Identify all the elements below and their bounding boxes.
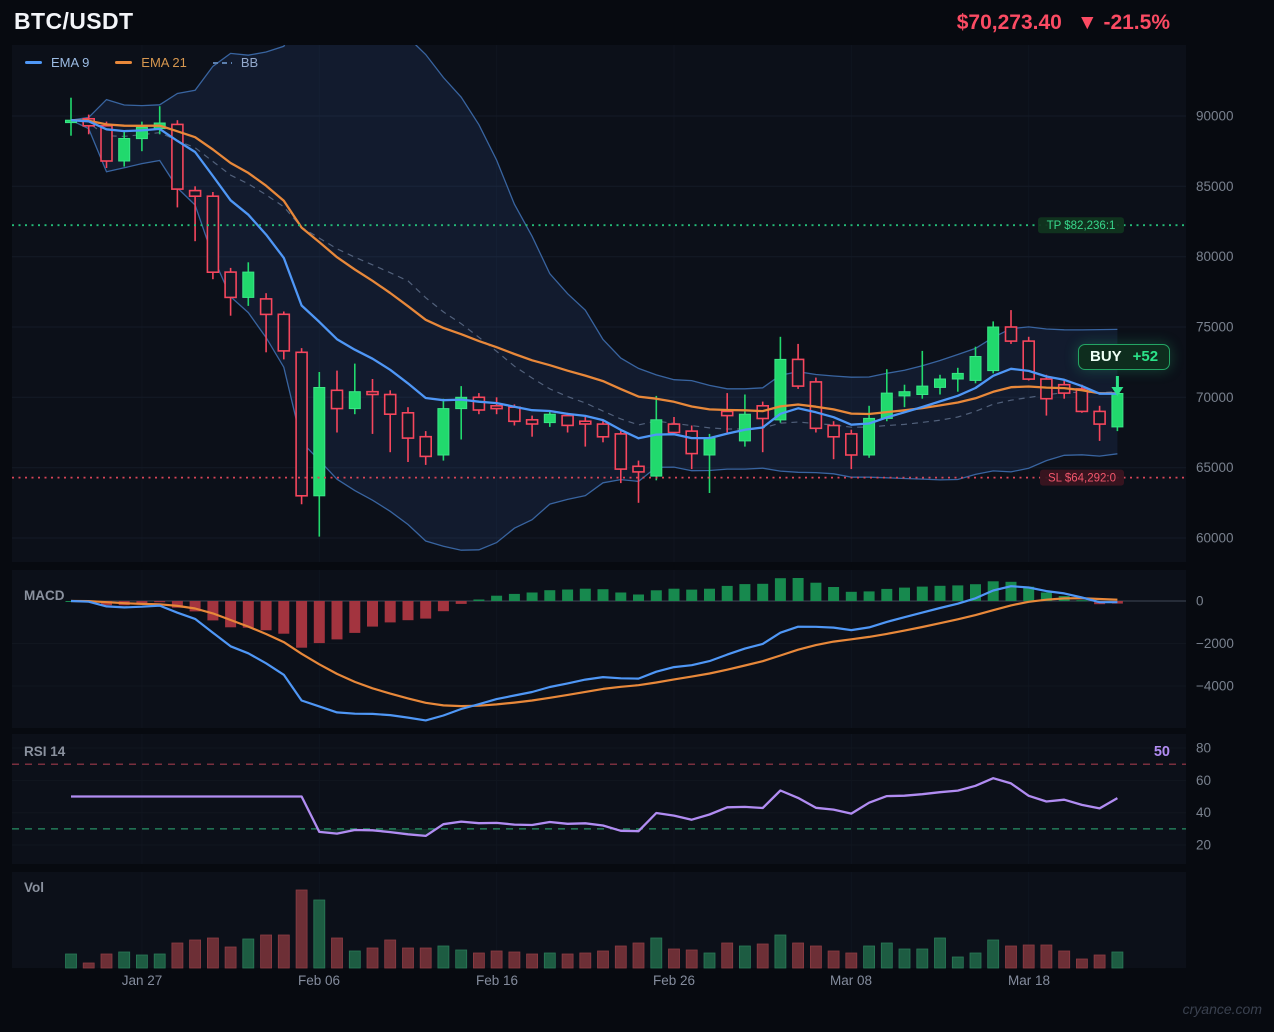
vol-panel-label: Vol: [24, 880, 44, 895]
ema21-line-swatch-icon: [115, 61, 133, 64]
bb-line-swatch-icon: [212, 61, 232, 64]
x-axis-label: Feb 16: [475, 973, 519, 988]
x-axis: Jan 27 Feb 06 Feb 16 Feb 26 Mar 08 Mar 18: [0, 973, 1274, 991]
sl-line: SL $64,292:0: [12, 469, 1186, 486]
x-axis-label: Feb 06: [297, 973, 341, 988]
buy-signal-value: +52: [1132, 348, 1159, 365]
watermark: cryance.com: [1182, 1001, 1262, 1017]
volume-bars: [65, 889, 1124, 969]
ema9-line: [70, 119, 1118, 440]
buy-arrow-icon: [1111, 376, 1124, 396]
svg-text:SL $64,292:0: SL $64,292:0: [1048, 473, 1116, 485]
svg-text:−2000: −2000: [1196, 636, 1234, 651]
x-axis-label: Mar 18: [1007, 973, 1051, 988]
svg-text:60000: 60000: [1196, 531, 1234, 546]
svg-text:40: 40: [1196, 805, 1211, 820]
panel-background: [12, 45, 1186, 562]
x-axis-label: Jan 27: [121, 973, 163, 988]
svg-text:75000: 75000: [1196, 320, 1234, 335]
legend-ema9-label: EMA 9: [51, 55, 90, 70]
svg-text:20: 20: [1196, 838, 1211, 853]
x-axis-label: Feb 26: [652, 973, 696, 988]
rsi-current-value: 50: [1153, 744, 1170, 760]
macd-axis-labels: 0 −2000 −4000: [1196, 594, 1234, 694]
legend-ema21[interactable]: EMA 21: [115, 55, 187, 70]
macd-histogram: [65, 578, 1123, 648]
svg-text:80: 80: [1196, 741, 1211, 756]
symbol-title: BTC/USDT: [14, 8, 134, 34]
macd-signal-line: [70, 597, 1118, 708]
svg-text:70000: 70000: [1196, 390, 1234, 405]
candles-layer: [65, 97, 1124, 537]
legend-ema9[interactable]: EMA 9: [25, 55, 89, 70]
svg-text:90000: 90000: [1196, 109, 1234, 124]
rsi-oversold-fill: [317, 828, 641, 836]
rsi-panel-label: RSI 14: [24, 744, 66, 759]
svg-text:80000: 80000: [1196, 249, 1234, 264]
legend-bb[interactable]: BB: [212, 55, 259, 70]
price-axis-labels: 90000 85000 80000 75000 70000 65000 60000: [1196, 109, 1234, 546]
tp-line: TP $82,236:1: [12, 217, 1186, 234]
svg-text:60: 60: [1196, 773, 1211, 788]
rsi-axis-labels: 80 60 40 20: [1196, 741, 1211, 853]
buy-signal-badge: BUY +52: [1078, 344, 1171, 370]
ema9-line-swatch-icon: [25, 61, 42, 64]
ema21-line: [70, 119, 1118, 416]
macd-panel-label: MACD: [24, 588, 65, 603]
price-change: ▼ -21.5%: [1076, 11, 1170, 34]
last-price: $70,273.40: [956, 11, 1062, 34]
buy-signal-label: BUY: [1090, 348, 1122, 365]
svg-text:0: 0: [1196, 594, 1204, 609]
macd-line: [70, 585, 1118, 722]
bollinger-upper-line: [70, 45, 1118, 390]
x-axis-label: Mar 08: [829, 973, 873, 988]
legend: EMA 9 EMA 21 BB: [25, 55, 258, 70]
rsi-line: [71, 777, 1118, 838]
svg-text:−4000: −4000: [1196, 679, 1234, 694]
legend-bb-label: BB: [240, 55, 259, 70]
legend-ema21-label: EMA 21: [141, 55, 187, 70]
svg-text:85000: 85000: [1196, 179, 1234, 194]
panel-background: [12, 734, 1186, 864]
svg-text:TP $82,236:1: TP $82,236:1: [1047, 220, 1116, 232]
bollinger-lower-line: [70, 119, 1118, 551]
svg-text:65000: 65000: [1196, 460, 1234, 475]
price-block: $70,273.40 ▼ -21.5%: [957, 11, 1170, 35]
